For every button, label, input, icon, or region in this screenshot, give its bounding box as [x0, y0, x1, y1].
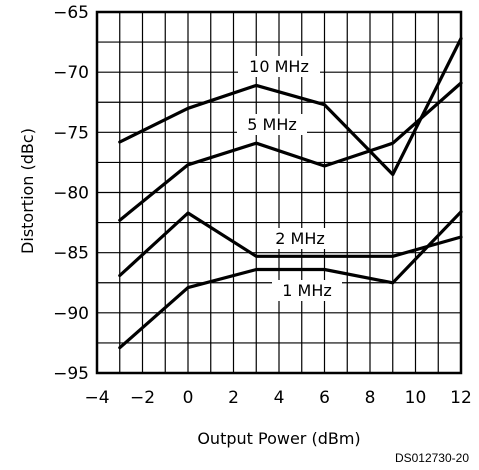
y-tick-label: −95 — [53, 364, 89, 384]
series-line-1-mhz — [118, 210, 463, 350]
x-tick-label: 2 — [228, 388, 239, 408]
series-line-5-mhz — [118, 81, 463, 222]
x-tick-label: −2 — [130, 388, 155, 408]
series-label-bg — [265, 228, 335, 249]
series-lines — [118, 36, 463, 350]
x-tick-label: 10 — [405, 388, 427, 408]
series-label-bg — [238, 56, 320, 77]
series-line-10-mhz — [118, 36, 463, 177]
y-tick-label: −90 — [53, 304, 89, 324]
y-tick-label: −70 — [53, 63, 89, 83]
series-line-2-mhz — [118, 211, 463, 278]
x-tick-label: 8 — [365, 388, 376, 408]
y-tick-label: −75 — [53, 123, 89, 143]
y-axis-title: Distortion (dBc) — [18, 128, 37, 254]
x-tick-labels: −4 −2 0 2 4 6 8 10 12 — [84, 388, 471, 408]
x-tick-label: 0 — [183, 388, 194, 408]
series-labels: 10 MHz 5 MHz 2 MHz 1 MHz — [237, 56, 342, 301]
x-tick-label: −4 — [84, 388, 109, 408]
x-axis-title: Output Power (dBm) — [197, 429, 360, 448]
y-tick-labels: −65 −70 −75 −80 −85 −90 −95 — [53, 3, 89, 384]
x-tick-label: 12 — [450, 388, 472, 408]
series-label-bg — [272, 280, 342, 301]
figure-code: DS012730-20 — [395, 451, 469, 465]
series-label-bg — [237, 114, 307, 135]
plot-frame — [95, 10, 463, 375]
series-label-10-mhz: 10 MHz — [249, 57, 309, 76]
x-tick-label: 4 — [274, 388, 285, 408]
series-label-5-mhz: 5 MHz — [247, 115, 297, 134]
y-tick-label: −65 — [53, 3, 89, 23]
series-label-1-mhz: 1 MHz — [282, 281, 332, 300]
y-tick-label: −80 — [53, 184, 89, 204]
series-label-2-mhz: 2 MHz — [275, 229, 325, 248]
y-tick-label: −85 — [53, 244, 89, 264]
x-tick-label: 6 — [319, 388, 330, 408]
